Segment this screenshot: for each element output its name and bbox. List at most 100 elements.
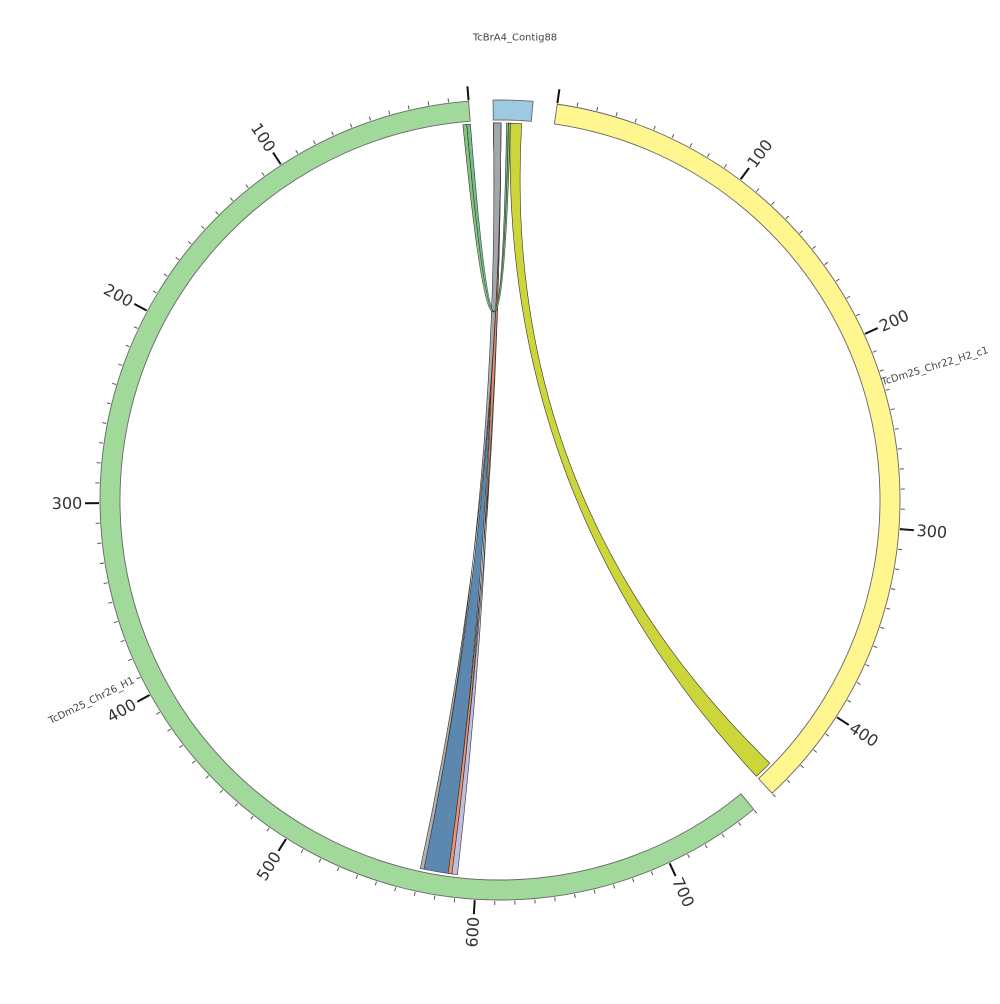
minor-tick [99, 443, 103, 444]
chromosome-label-chr22: TcDm25_Chr22_H2_c1 [879, 345, 989, 388]
minor-tick [707, 153, 709, 156]
minor-tick [100, 563, 104, 564]
minor-tick [137, 677, 141, 679]
major-tick [900, 529, 914, 530]
minor-tick [216, 212, 219, 215]
minor-tick [164, 274, 167, 276]
minor-tick [296, 150, 298, 153]
minor-tick [651, 871, 653, 875]
minor-tick [613, 885, 614, 889]
link-ribbon-6 [510, 123, 770, 776]
minor-tick [756, 189, 759, 192]
minor-tick [577, 103, 578, 107]
tick-label-chr26-300: 300 [52, 494, 83, 513]
major-tick [278, 839, 285, 851]
minor-tick [156, 712, 159, 714]
minor-tick [724, 164, 726, 167]
minor-tick [847, 296, 850, 298]
minor-tick [389, 111, 390, 115]
minor-tick [690, 143, 692, 147]
minor-tick [688, 854, 690, 858]
chromosome-segment-contig88 [493, 100, 533, 121]
minor-tick [126, 345, 130, 347]
major-tick [474, 900, 475, 914]
tick-label-chr26-700: 700 [668, 874, 698, 910]
major-tick [837, 717, 849, 725]
minor-tick [114, 621, 118, 622]
major-tick [557, 89, 559, 103]
minor-tick [202, 226, 205, 229]
major-tick [273, 153, 281, 165]
tick-label-chr22-200: 200 [876, 306, 912, 336]
minor-tick [356, 875, 357, 879]
minor-tick [153, 291, 156, 293]
minor-tick [314, 140, 316, 144]
minor-tick [179, 745, 182, 747]
minor-tick [118, 364, 122, 365]
minor-tick [319, 859, 321, 863]
minor-tick [112, 383, 116, 384]
minor-tick [886, 608, 890, 609]
minor-tick [434, 896, 435, 900]
tick-label-chr22-400: 400 [846, 718, 882, 751]
tick-label-chr26-500: 500 [253, 848, 285, 884]
tick-label-chr26-600: 600 [462, 916, 483, 948]
minor-tick [104, 583, 108, 584]
tick-label-chr22-300: 300 [916, 521, 948, 542]
minor-tick [786, 216, 789, 219]
major-tick [137, 695, 149, 702]
minor-tick [408, 106, 409, 110]
minor-tick [350, 124, 351, 128]
minor-tick [337, 867, 339, 871]
minor-tick [773, 794, 776, 797]
minor-tick [108, 602, 112, 603]
minor-tick [895, 429, 899, 430]
minor-tick [555, 897, 556, 901]
minor-tick [826, 734, 829, 736]
minor-tick [246, 185, 249, 188]
minor-tick [635, 119, 636, 123]
minor-tick [895, 569, 899, 570]
minor-tick [220, 790, 223, 793]
minor-tick [633, 878, 634, 882]
major-tick [865, 328, 878, 334]
minor-tick [771, 202, 774, 205]
minor-tick [262, 172, 264, 175]
minor-tick [654, 126, 656, 130]
link-ribbon-2 [424, 123, 501, 873]
minor-tick [857, 683, 861, 685]
minor-tick [880, 627, 884, 628]
tick-label-chr26-100: 100 [247, 119, 280, 155]
minor-tick [301, 849, 303, 852]
minor-tick [128, 659, 132, 661]
minor-tick [856, 314, 860, 316]
minor-tick [414, 892, 415, 896]
minor-tick [825, 262, 828, 264]
minor-tick [722, 834, 724, 837]
minor-tick [814, 750, 817, 752]
minor-tick [375, 882, 376, 886]
tick-label-chr22-100: 100 [743, 136, 777, 172]
major-tick [134, 304, 146, 311]
minor-tick [705, 845, 707, 848]
minor-tick [886, 389, 890, 390]
minor-tick [192, 761, 195, 764]
major-tick [670, 863, 676, 876]
minor-tick [395, 887, 396, 891]
minor-tick [134, 327, 138, 329]
chromosome-label-contig88: TcBrA4_Contig88 [472, 33, 557, 44]
minor-tick [873, 351, 877, 352]
minor-tick [891, 409, 895, 410]
minor-tick [873, 646, 877, 647]
minor-tick [251, 816, 253, 819]
tick-label-chr26-400: 400 [104, 695, 140, 726]
minor-tick [616, 112, 617, 116]
minor-tick [188, 242, 191, 245]
minor-tick [801, 765, 804, 768]
minor-tick [787, 780, 790, 783]
minor-tick [267, 828, 269, 831]
minor-tick [594, 890, 595, 894]
minor-tick [102, 423, 106, 424]
